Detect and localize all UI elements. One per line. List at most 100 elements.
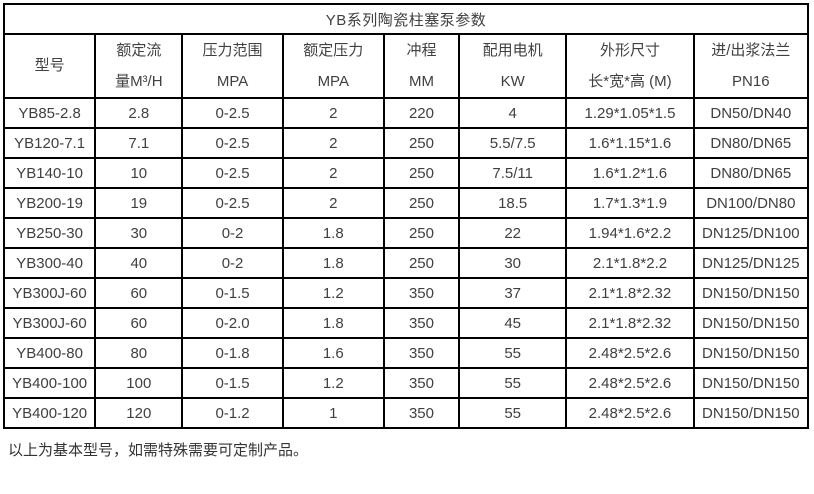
page: YB系列陶瓷柱塞泵参数 型号 额定流 量M³/H 压力范围 MPA 额定压力 MPA 冲程 MM…	[0, 3, 814, 494]
cell-dimensions: 2.48*2.5*2.6	[565, 397, 695, 429]
cell-rated-flow: 60	[94, 277, 184, 309]
column-header-pressure-range: 压力范围 MPA	[181, 33, 284, 99]
cell-stroke: 250	[382, 217, 461, 249]
cell-rated-pressure: 1.2	[281, 367, 385, 399]
cell-model: YB120-7.1	[2, 127, 97, 159]
cell-rated-flow: 19	[94, 187, 184, 219]
cell-rated-flow: 60	[94, 307, 184, 339]
cell-rated-flow: 100	[94, 367, 184, 399]
cell-model: YB250-30	[2, 217, 97, 249]
cell-flange: DN100/DN80	[692, 187, 810, 219]
cell-flange: DN50/DN40	[692, 97, 810, 129]
cell-dimensions: 2.1*1.8*2.32	[565, 277, 695, 309]
cell-pressure-range: 0-2.5	[181, 187, 284, 219]
cell-pressure-range: 0-2.5	[181, 97, 284, 129]
cell-motor-power: 5.5/7.5	[458, 127, 568, 159]
cell-model: YB300-40	[2, 247, 97, 279]
cell-flange: DN150/DN150	[692, 277, 810, 309]
column-header-line2: 长*宽*高 (M)	[588, 73, 672, 90]
column-header-line2: 量M³/H	[115, 73, 163, 90]
cell-rated-pressure: 2	[281, 127, 385, 159]
cell-motor-power: 30	[458, 247, 568, 279]
cell-pressure-range: 0-1.8	[181, 337, 284, 369]
column-header-line2: KW	[500, 73, 525, 90]
cell-rated-flow: 10	[94, 157, 184, 189]
cell-dimensions: 1.6*1.2*1.6	[565, 157, 695, 189]
cell-motor-power: 18.5	[458, 187, 568, 219]
column-header-line1: 冲程	[406, 42, 437, 59]
cell-model: YB400-100	[2, 367, 97, 399]
column-header-stroke: 冲程 MM	[382, 33, 461, 99]
table-row: YB400-80 80 0-1.8 1.6 350 55 2.48*2.5*2.6 DN150…	[2, 337, 810, 369]
cell-flange: DN125/DN125	[692, 247, 810, 279]
footer-note: 以上为基本型号，如需特殊需要可定制产品。	[8, 442, 309, 459]
cell-flange: DN80/DN65	[692, 127, 810, 159]
cell-dimensions: 1.94*1.6*2.2	[565, 217, 695, 249]
table-row: YB300J-60 60 0-1.5 1.2 350 37 2.1*1.8*2.32 DN15…	[2, 277, 810, 309]
cell-model: YB300J-60	[2, 277, 97, 309]
cell-pressure-range: 0-2	[181, 247, 284, 279]
cell-stroke: 250	[382, 127, 461, 159]
cell-rated-flow: 80	[94, 337, 184, 369]
cell-model: YB140-10	[2, 157, 97, 189]
cell-pressure-range: 0-2.5	[181, 157, 284, 189]
cell-dimensions: 2.1*1.8*2.32	[565, 307, 695, 339]
column-header-line1: 型号	[34, 57, 65, 74]
cell-rated-pressure: 2	[281, 187, 385, 219]
column-header-line1: 额定压力	[303, 42, 364, 59]
column-header-motor-power: 配用电机 KW	[458, 33, 568, 99]
cell-rated-flow: 2.8	[94, 97, 184, 129]
cell-motor-power: 37	[458, 277, 568, 309]
table-body: YB85-2.8 2.8 0-2.5 2 220 4 1.29*1.05*1.5 DN50/D…	[2, 97, 810, 429]
cell-flange: DN125/DN100	[692, 217, 810, 249]
cell-stroke: 350	[382, 337, 461, 369]
cell-flange: DN150/DN150	[692, 397, 810, 429]
pump-spec-table: YB系列陶瓷柱塞泵参数 型号 额定流 量M³/H 压力范围 MPA 额定压力 MPA 冲程 MM…	[2, 3, 810, 429]
cell-model: YB400-80	[2, 337, 97, 369]
cell-rated-pressure: 1.6	[281, 337, 385, 369]
cell-stroke: 350	[382, 277, 461, 309]
column-header-line1: 进/出浆法兰	[711, 42, 791, 59]
cell-rated-pressure: 1.8	[281, 307, 385, 339]
cell-motor-power: 55	[458, 397, 568, 429]
cell-rated-flow: 40	[94, 247, 184, 279]
header-row: 型号 额定流 量M³/H 压力范围 MPA 额定压力 MPA 冲程 MM 配用电机 KW 外形尺寸 长*…	[2, 33, 810, 99]
cell-rated-pressure: 1.8	[281, 247, 385, 279]
column-header-dimensions: 外形尺寸长*宽*高 (M)	[565, 33, 695, 99]
column-header-rated-flow: 额定流 量M³/H	[94, 33, 184, 99]
cell-model: YB400-120	[2, 397, 97, 429]
cell-stroke: 350	[382, 367, 461, 399]
column-header-line1: 外形尺寸	[599, 42, 660, 59]
title-row: YB系列陶瓷柱塞泵参数	[3, 3, 809, 35]
cell-pressure-range: 0-1.2	[181, 397, 284, 429]
cell-flange: DN150/DN150	[692, 337, 810, 369]
cell-stroke: 250	[382, 187, 461, 219]
column-header-model: 型号	[2, 33, 97, 99]
cell-pressure-range: 0-1.5	[181, 277, 284, 309]
cell-model: YB200-19	[2, 187, 97, 219]
column-header-line2: MM	[408, 73, 434, 90]
cell-flange: DN150/DN150	[692, 307, 810, 339]
cell-motor-power: 4	[458, 97, 568, 129]
cell-dimensions: 1.6*1.15*1.6	[565, 127, 695, 159]
cell-rated-pressure: 2	[281, 157, 385, 189]
column-header-flange: 进/出浆法兰 PN16	[692, 33, 810, 99]
cell-pressure-range: 0-2.5	[181, 127, 284, 159]
cell-model: YB300J-60	[2, 307, 97, 339]
cell-rated-flow: 7.1	[94, 127, 184, 159]
cell-flange: DN150/DN150	[692, 367, 810, 399]
cell-stroke: 350	[382, 307, 461, 339]
cell-dimensions: 2.1*1.8*2.2	[565, 247, 695, 279]
table-head: YB系列陶瓷柱塞泵参数 型号 额定流 量M³/H 压力范围 MPA 额定压力 MPA 冲程 MM…	[2, 3, 810, 99]
column-header-rated-pressure: 额定压力 MPA	[281, 33, 385, 99]
cell-dimensions: 1.29*1.05*1.5	[565, 97, 695, 129]
column-header-line2: PN16	[732, 73, 770, 90]
cell-stroke: 250	[382, 247, 461, 279]
table-title: YB系列陶瓷柱塞泵参数	[3, 3, 809, 35]
cell-rated-pressure: 1.2	[281, 277, 385, 309]
table-row: YB250-30 30 0-2 1.8 250 22 1.94*1.6*2.2 DN125/D…	[2, 217, 810, 249]
column-header-line1: 压力范围	[202, 42, 263, 59]
cell-pressure-range: 0-2	[181, 217, 284, 249]
cell-rated-flow: 120	[94, 397, 184, 429]
cell-stroke: 250	[382, 157, 461, 189]
